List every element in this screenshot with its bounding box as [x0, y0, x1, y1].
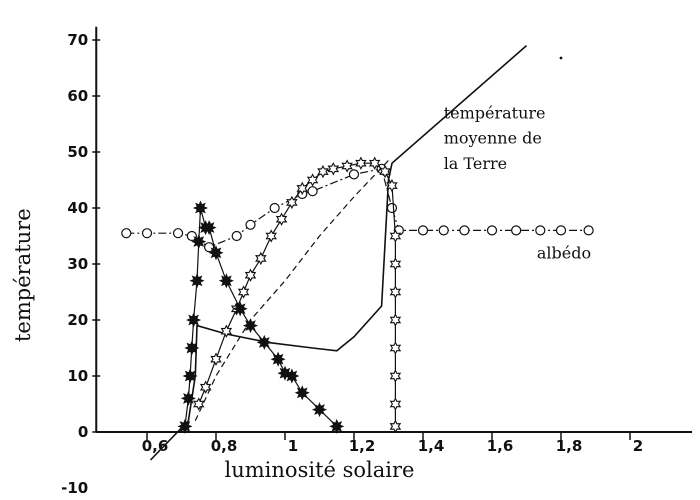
- data-point: [245, 219, 256, 230]
- data-point: [327, 162, 340, 176]
- x-tick-label: 1: [288, 437, 298, 455]
- data-point: [389, 229, 402, 243]
- data-point: [583, 225, 594, 236]
- data-point: [186, 312, 202, 328]
- data-point: [184, 340, 200, 356]
- data-point: [389, 397, 402, 411]
- data-point: [294, 385, 310, 401]
- y-tick-label: -10: [61, 479, 88, 497]
- data-point: [389, 257, 402, 271]
- annotation-label: température: [444, 103, 546, 122]
- data-point: [389, 341, 402, 355]
- data-point: [172, 228, 184, 239]
- data-point: [389, 419, 402, 434]
- data-point: [192, 397, 205, 411]
- data-point: [232, 301, 248, 317]
- data-point: [199, 380, 212, 394]
- data-point: [210, 352, 222, 366]
- data-point: [186, 230, 197, 242]
- data-point: [121, 228, 132, 239]
- data-point: [486, 225, 498, 236]
- x-tick-label: 1,6: [487, 437, 514, 455]
- y-tick-label: 20: [67, 311, 88, 329]
- series-line: [198, 162, 396, 427]
- y-tick-label: 0: [78, 423, 88, 441]
- data-point: [317, 164, 329, 179]
- y-tick-label: 30: [67, 255, 88, 273]
- data-point: [311, 402, 328, 418]
- data-point: [386, 178, 398, 193]
- series-filled-star-solid: [177, 200, 345, 434]
- data-point: [180, 390, 196, 406]
- data-point: [270, 351, 286, 367]
- data-point: [368, 156, 381, 170]
- data-point: [355, 156, 367, 170]
- data-point: [307, 186, 318, 197]
- data-point: [201, 220, 217, 236]
- data-point: [255, 251, 267, 266]
- x-tick-label: 1,8: [556, 437, 583, 455]
- x-axis-title: luminosité solaire: [225, 458, 415, 482]
- data-point: [438, 225, 449, 236]
- data-point: [177, 418, 193, 434]
- data-point: [341, 159, 353, 173]
- x-tick-label: 2: [633, 437, 643, 455]
- data-point: [386, 202, 398, 214]
- data-point: [191, 234, 207, 250]
- x-tick-label: 0,6: [142, 437, 169, 455]
- x-tick-label: 1,2: [349, 437, 376, 455]
- data-point: [348, 169, 360, 180]
- y-axis-title: température: [11, 208, 35, 342]
- annotation-label: albédo: [537, 243, 591, 262]
- data-point: [275, 212, 288, 226]
- annotation-label: la Terre: [444, 154, 507, 173]
- data-point: [535, 225, 546, 236]
- annotation-label: moyenne de: [444, 129, 542, 148]
- data-point: [192, 200, 208, 216]
- y-tick-label: 40: [67, 199, 88, 217]
- data-point: [389, 313, 402, 327]
- data-point: [204, 242, 215, 253]
- data-point: [269, 202, 280, 214]
- data-point: [555, 225, 567, 236]
- data-point: [218, 273, 234, 289]
- data-point: [237, 285, 250, 299]
- data-point: [189, 273, 205, 289]
- data-point: [417, 225, 429, 236]
- data-point: [511, 225, 522, 236]
- data-point: [389, 285, 402, 299]
- data-point: [306, 173, 319, 187]
- data-point: [231, 230, 242, 242]
- data-point: [220, 324, 233, 338]
- series-line: [184, 207, 338, 427]
- y-tick-label: 60: [67, 87, 88, 105]
- y-tick-label: 70: [67, 31, 88, 49]
- data-point: [379, 164, 391, 179]
- data-point: [256, 334, 272, 350]
- y-tick-label: 50: [67, 143, 88, 161]
- axes: [92, 26, 693, 440]
- data-point: [265, 229, 277, 243]
- y-tick-label: 10: [67, 367, 88, 385]
- data-point: [296, 181, 309, 196]
- data-point: [182, 368, 198, 384]
- data-point: [208, 245, 224, 261]
- data-point: [141, 228, 153, 239]
- data-point: [284, 368, 300, 384]
- data-point: [242, 318, 259, 334]
- data-point: [286, 195, 298, 210]
- labels: -10 0 10 20 30 40 50 60 70 0,6 0,8 1 1,2 1,4 1,6 1,8 2 lu…: [11, 31, 643, 497]
- x-tick-label: 1,4: [418, 437, 445, 455]
- data-point: [244, 268, 257, 282]
- series-group: [121, 44, 594, 461]
- data-point: [329, 418, 345, 434]
- data-point: [389, 369, 402, 383]
- series-open-star-solid: [192, 156, 402, 434]
- x-tick-label: 0,8: [211, 437, 238, 455]
- speck: [559, 56, 563, 60]
- series-open-circle-dash-dot: [121, 163, 594, 253]
- data-point: [459, 225, 470, 236]
